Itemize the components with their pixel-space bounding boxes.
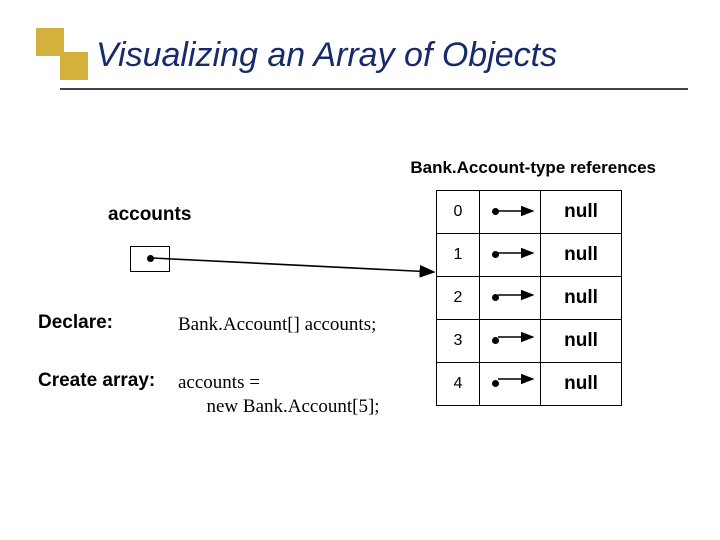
null-dot <box>492 294 499 301</box>
step-label-create: Create array: <box>38 370 155 392</box>
array-row: 0 null <box>437 191 622 234</box>
array-pointer-cell <box>480 277 541 320</box>
array-index: 0 <box>437 191 480 234</box>
array-value: null <box>541 191 622 234</box>
array-row: 4 null <box>437 363 622 406</box>
step-code-create-0: accounts = <box>178 372 260 394</box>
array-index: 4 <box>437 363 480 406</box>
array-index: 1 <box>437 234 480 277</box>
array-pointer-cell <box>480 234 541 277</box>
array-row: 2 null <box>437 277 622 320</box>
array-row: 1 null <box>437 234 622 277</box>
array-index: 3 <box>437 320 480 363</box>
array-value: null <box>541 277 622 320</box>
null-dot <box>492 380 499 387</box>
null-dot <box>492 251 499 258</box>
array-value: null <box>541 363 622 406</box>
array-pointer-cell <box>480 363 541 406</box>
step-label-declare: Declare: <box>38 312 113 334</box>
array-table: 0 null 1 null 2 null 3 null 4 null <box>436 190 622 406</box>
null-dot <box>492 337 499 344</box>
accent-square <box>60 52 88 80</box>
array-pointer-cell <box>480 320 541 363</box>
array-value: null <box>541 234 622 277</box>
title-underline <box>60 88 688 90</box>
step-code-declare: Bank.Account[] accounts; <box>178 314 376 336</box>
slide-title: Visualizing an Array of Objects <box>96 36 557 75</box>
null-dot <box>492 208 499 215</box>
var-label-accounts: accounts <box>108 204 191 226</box>
accounts-ref-dot <box>147 255 154 262</box>
array-row: 3 null <box>437 320 622 363</box>
step-code-create-1: new Bank.Account[5]; <box>178 396 380 418</box>
array-pointer-cell <box>480 191 541 234</box>
array-index: 2 <box>437 277 480 320</box>
caption-array-type: Bank.Account-type references <box>410 158 656 178</box>
array-value: null <box>541 320 622 363</box>
